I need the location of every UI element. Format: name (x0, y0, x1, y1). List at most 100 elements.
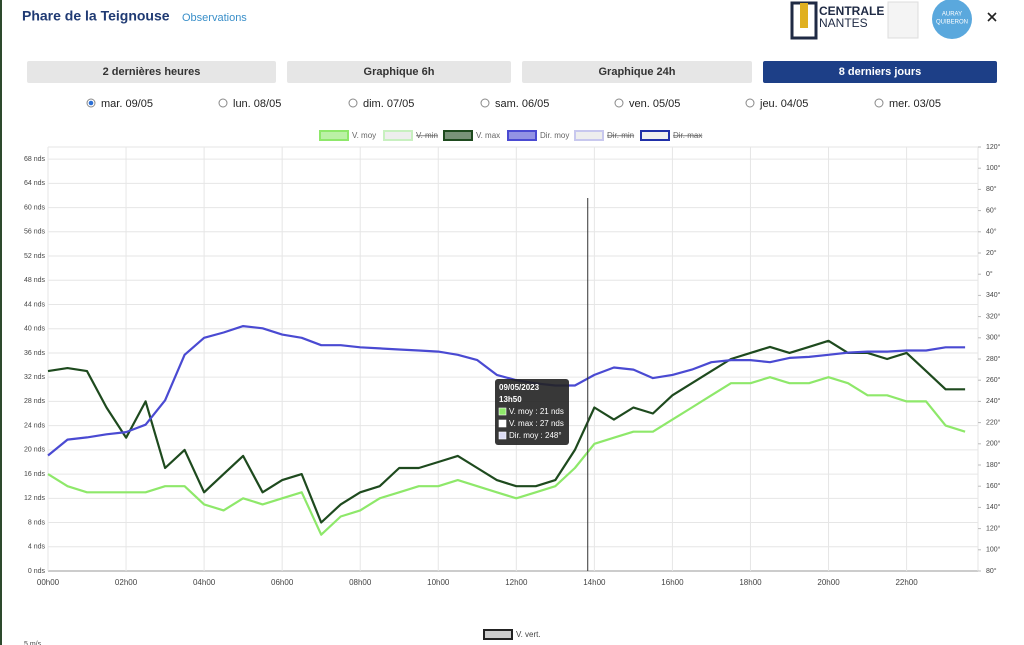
series-line (47, 376, 966, 536)
y-tick-label: 24 nds (24, 422, 46, 429)
y-tick-label: 52 nds (24, 253, 46, 260)
x-tick-label: 00h00 (37, 578, 60, 587)
y-tick-label: 12 nds (24, 495, 46, 502)
tab-label: Graphique 6h (364, 66, 435, 78)
tooltip-date: 09/05/2023 (499, 383, 540, 392)
tab[interactable] (522, 61, 752, 83)
y2-tick-label: 260° (986, 376, 1001, 384)
tab-label: 2 dernières heures (103, 66, 201, 78)
legend-swatch[interactable] (319, 130, 349, 141)
day-label: mer. 03/05 (889, 98, 941, 110)
close-button[interactable] (987, 12, 997, 22)
x-tick-label: 04h00 (193, 578, 216, 587)
y2-tick-label: 160° (986, 482, 1001, 490)
y-tick-label: 48 nds (24, 277, 46, 284)
x-tick-label: 02h00 (115, 578, 138, 587)
logo-text: CENTRALE (819, 4, 884, 18)
y2-tick-label: 280° (986, 355, 1001, 363)
y2-tick-label: 120° (986, 524, 1001, 532)
y-tick-label: 60 nds (24, 204, 46, 211)
tooltip-line: V. max : 27 nds (509, 419, 564, 428)
subtitle: Observations (182, 12, 247, 24)
y2-tick-label: 180° (986, 461, 1001, 469)
tab[interactable] (287, 61, 511, 83)
radio[interactable] (218, 98, 228, 108)
x-tick-label: 10h00 (427, 578, 450, 587)
legend-label[interactable]: Dir. moy (540, 131, 569, 140)
legend-swatch[interactable] (507, 130, 537, 141)
tooltip-swatch (498, 419, 507, 428)
legend-swatch[interactable] (483, 629, 513, 640)
x-tick-label: 14h00 (583, 578, 606, 587)
x-tick-label: 08h00 (349, 578, 372, 587)
y-tick-label: 20 nds (24, 447, 46, 454)
y2-tick-label: 0° (986, 270, 993, 278)
day-label: sam. 06/05 (495, 98, 549, 110)
y-tick-label: 16 nds (24, 471, 46, 478)
y2-tick-label: 320° (986, 312, 1001, 320)
radio[interactable] (745, 98, 755, 108)
legend-label[interactable]: Dir. max (673, 131, 702, 140)
y2-tick-label: 60° (986, 206, 997, 214)
y2-tick-label: 200° (986, 440, 1001, 448)
x-tick-label: 20h00 (817, 578, 840, 587)
title: Phare de la Teignouse (22, 8, 170, 24)
y-tick-label: 0 nds (28, 568, 46, 575)
series-line (47, 339, 966, 524)
y-tick-label: 28 nds (24, 398, 46, 405)
x-tick-label: 16h00 (661, 578, 684, 587)
legend-swatch[interactable] (383, 130, 413, 141)
logo-republique (887, 1, 919, 39)
y2-tick-label: 220° (986, 418, 1001, 426)
y-tick-label: 8 nds (28, 519, 46, 526)
y-tick-label: 68 nds (24, 156, 46, 163)
y2-tick-label: 340° (986, 291, 1001, 299)
y-tick-label: 4 nds (28, 544, 46, 551)
logo-circle (932, 0, 972, 39)
tab[interactable] (763, 61, 997, 83)
logo-text: AURAY (942, 12, 962, 18)
legend-label[interactable]: V. moy (352, 131, 376, 140)
y-tick-label: 44 nds (24, 301, 46, 308)
tooltip-swatch (498, 407, 507, 416)
radio[interactable] (614, 98, 624, 108)
day-label: mar. 09/05 (101, 98, 153, 110)
series-line (47, 325, 966, 457)
day-label: jeu. 04/05 (759, 98, 808, 110)
y2-tick-label: 40° (986, 228, 997, 236)
legend-label[interactable]: V. min (416, 131, 438, 140)
y2-tick-label: 100° (986, 546, 1001, 554)
legend-swatch[interactable] (640, 130, 670, 141)
legend-label[interactable]: V. vert. (516, 630, 541, 639)
tooltip (495, 379, 569, 445)
y2-tick-label: 140° (986, 503, 1001, 511)
y-tick-label: 56 nds (24, 229, 46, 236)
radio[interactable] (874, 98, 884, 108)
radio[interactable] (480, 98, 490, 108)
logo-text: NANTES (819, 16, 868, 30)
day-label: lun. 08/05 (233, 98, 281, 110)
tooltip-line: Dir. moy : 248° (509, 431, 562, 440)
x-tick-label: 18h00 (739, 578, 762, 587)
day-label: dim. 07/05 (363, 98, 414, 110)
legend-label[interactable]: Dir. min (607, 131, 634, 140)
tab[interactable] (27, 61, 276, 83)
legend-swatch[interactable] (574, 130, 604, 141)
tooltip-swatch (498, 431, 507, 440)
legend-label[interactable]: V. max (476, 131, 500, 140)
y2-tick-label: 80° (986, 567, 997, 575)
legend-swatch[interactable] (443, 130, 473, 141)
tab-label: Graphique 24h (598, 66, 675, 78)
y-tick-label: 64 nds (24, 180, 46, 187)
x-tick-label: 06h00 (271, 578, 294, 587)
radio[interactable] (348, 98, 358, 108)
logo-mark (800, 3, 808, 28)
y2-tick-label: 300° (986, 334, 1001, 342)
y2-tick-label: 100° (986, 164, 1001, 172)
x-tick-label: 12h00 (505, 578, 528, 587)
x-tick-label: 22h00 (895, 578, 918, 587)
tooltip-time: 13h50 (499, 395, 522, 404)
y2-tick-label: 20° (986, 249, 997, 257)
tooltip-line: V. moy : 21 nds (509, 407, 564, 416)
